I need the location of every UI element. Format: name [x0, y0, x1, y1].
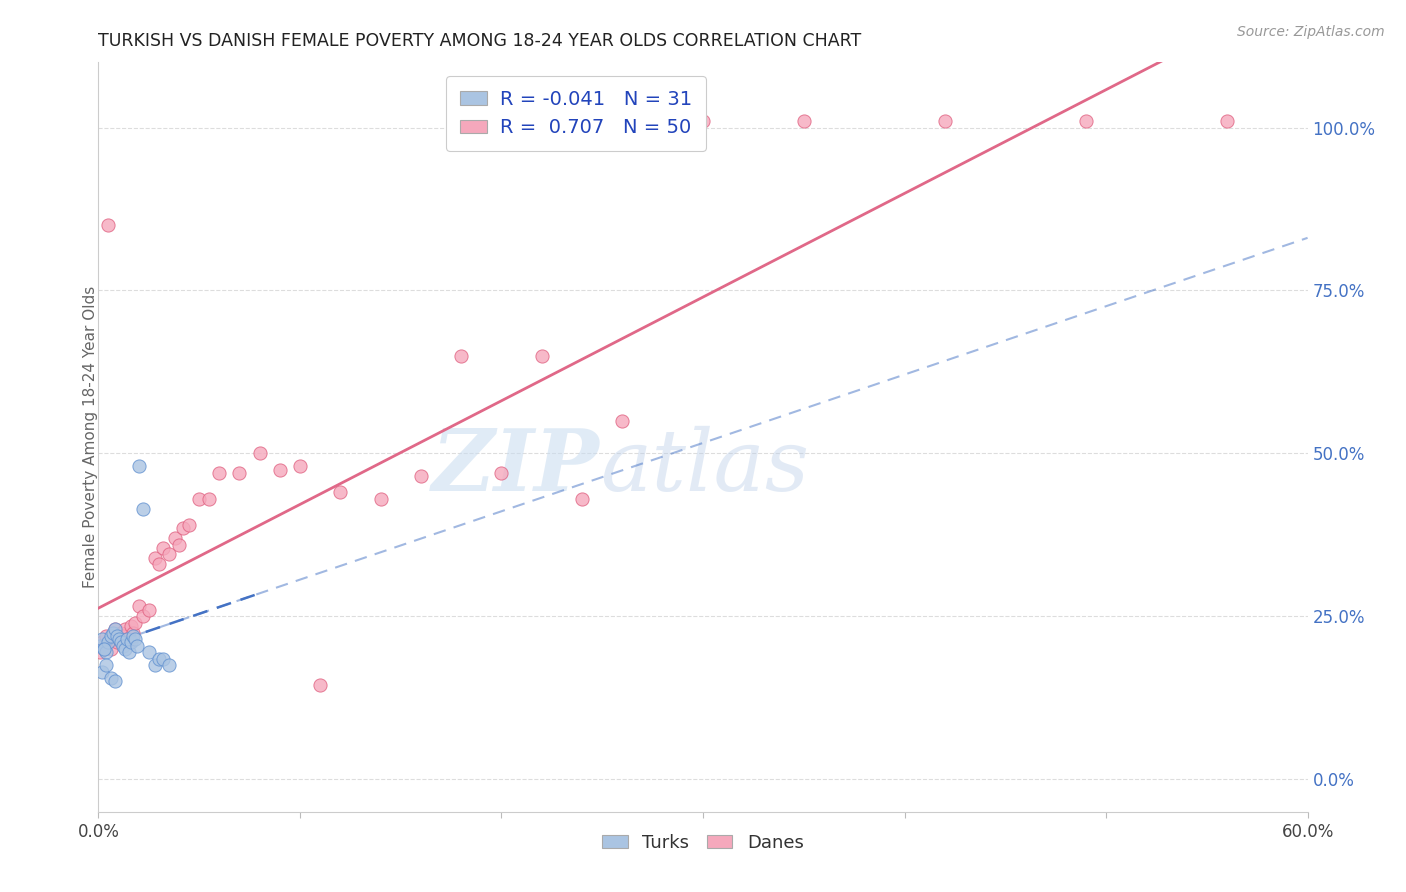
Point — [288, 459, 311, 474]
Point — [329, 485, 352, 500]
Point — [91, 635, 114, 649]
Point — [120, 619, 142, 633]
Text: ZIP: ZIP — [433, 425, 600, 508]
Point — [110, 635, 132, 649]
Point — [97, 635, 120, 649]
Point — [100, 641, 122, 656]
Point — [128, 599, 150, 614]
Point — [91, 632, 114, 646]
Point — [143, 658, 166, 673]
Point — [96, 645, 118, 659]
Point — [269, 463, 291, 477]
Point — [132, 501, 155, 516]
Point — [101, 632, 124, 646]
Point — [172, 521, 194, 535]
Point — [96, 658, 118, 673]
Point — [97, 219, 120, 233]
Point — [612, 414, 634, 428]
Point — [93, 639, 115, 653]
Point — [115, 632, 138, 646]
Point — [148, 651, 170, 665]
Point — [309, 678, 332, 692]
Point — [138, 603, 160, 617]
Point — [138, 645, 160, 659]
Point — [100, 671, 122, 685]
Point — [1216, 114, 1239, 128]
Point — [491, 466, 513, 480]
Point — [692, 114, 714, 128]
Point — [409, 469, 432, 483]
Point — [128, 459, 150, 474]
Point — [89, 645, 111, 659]
Point — [228, 466, 250, 480]
Point — [571, 491, 593, 506]
Point — [793, 114, 815, 128]
Point — [143, 550, 166, 565]
Point — [107, 632, 129, 646]
Point — [118, 635, 141, 649]
Point — [100, 629, 122, 643]
Point — [121, 625, 143, 640]
Point — [111, 639, 134, 653]
Point — [111, 629, 134, 643]
Point — [157, 547, 180, 561]
Point — [198, 491, 221, 506]
Point — [124, 632, 146, 646]
Y-axis label: Female Poverty Among 18-24 Year Olds: Female Poverty Among 18-24 Year Olds — [83, 286, 97, 588]
Point — [115, 632, 138, 646]
Point — [93, 641, 115, 656]
Point — [103, 622, 125, 636]
Point — [91, 665, 114, 679]
Point — [103, 674, 125, 689]
Point — [125, 639, 148, 653]
Text: Source: ZipAtlas.com: Source: ZipAtlas.com — [1237, 25, 1385, 39]
Point — [118, 645, 141, 659]
Point — [208, 466, 231, 480]
Point — [152, 651, 174, 665]
Point — [188, 491, 211, 506]
Point — [124, 615, 146, 630]
Point — [167, 538, 190, 552]
Point — [96, 629, 118, 643]
Point — [93, 641, 115, 656]
Point — [105, 635, 128, 649]
Point — [157, 658, 180, 673]
Text: atlas: atlas — [600, 425, 810, 508]
Point — [152, 541, 174, 555]
Point — [370, 491, 392, 506]
Point — [107, 632, 129, 646]
Legend: Turks, Danes: Turks, Danes — [595, 827, 811, 859]
Point — [103, 622, 125, 636]
Point — [114, 622, 136, 636]
Point — [132, 609, 155, 624]
Point — [110, 625, 132, 640]
Point — [163, 531, 186, 545]
Point — [89, 639, 111, 653]
Point — [530, 349, 553, 363]
Point — [934, 114, 956, 128]
Point — [450, 349, 472, 363]
Point — [114, 641, 136, 656]
Point — [1074, 114, 1097, 128]
Point — [105, 629, 128, 643]
Point — [101, 625, 124, 640]
Point — [249, 446, 271, 460]
Point — [121, 629, 143, 643]
Point — [148, 557, 170, 571]
Point — [179, 518, 201, 533]
Point — [120, 635, 142, 649]
Text: TURKISH VS DANISH FEMALE POVERTY AMONG 18-24 YEAR OLDS CORRELATION CHART: TURKISH VS DANISH FEMALE POVERTY AMONG 1… — [98, 32, 862, 50]
